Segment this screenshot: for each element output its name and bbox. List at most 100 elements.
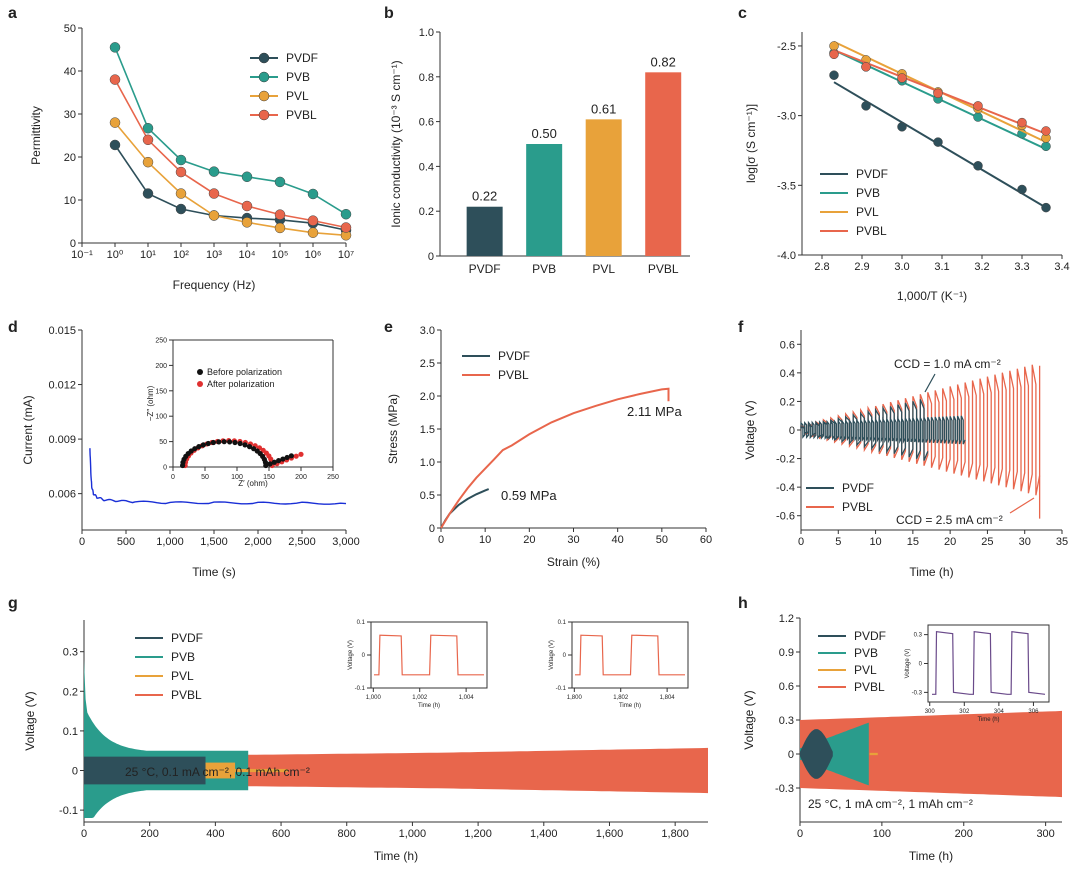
panel-e-ytick-label: 2.5 — [420, 358, 435, 370]
panel-b-category-label: PVDF — [469, 262, 501, 276]
panel-g-xtick-label: 1,000 — [399, 828, 427, 840]
panel-g-ytick-label: -0.1 — [59, 805, 78, 817]
panel-a-point-pvdf — [142, 188, 154, 199]
inset-g-xlabel: Time (h) — [619, 703, 641, 709]
inset-d-before-point — [232, 439, 238, 446]
panel-a-point-pvb — [340, 208, 352, 220]
inset-g-xtick-label: 1,002 — [412, 695, 428, 701]
panel-d-ylabel: Current (mA) — [21, 395, 35, 464]
panel-a-legend-label: PVDF — [286, 51, 318, 65]
inset-d-before-point — [205, 440, 211, 447]
panel-d-inset: 0 50 100 150 200 250 0 50 100 150 200 250 Z′ (ohm) −Z… — [146, 337, 339, 488]
panel-e-xtick-label: 60 — [700, 534, 712, 546]
panel-g-ytick-label: 0.3 — [63, 647, 78, 659]
inset-d-before-point — [288, 453, 294, 459]
panel-a-xlabel: Frequency (Hz) — [173, 278, 256, 292]
panel-c-point-pvbl — [1041, 126, 1051, 136]
inset-d-xtick-label: 150 — [263, 474, 275, 481]
panel-e-xtick-label: 20 — [523, 534, 535, 546]
panel-d-ytick-label: 0.006 — [48, 489, 76, 501]
inset-d-ylabel: −Z″ (ohm) — [146, 385, 155, 421]
panel-a-legend-marker — [258, 52, 270, 64]
panel-f-xtick-label: 10 — [869, 536, 881, 548]
panel-d-ytick-label: 0.012 — [48, 380, 76, 392]
panel-label-e: e — [384, 319, 393, 336]
inset-h-xlabel: Time (h) — [977, 717, 999, 723]
panel-f-ytick-label: 0.6 — [780, 339, 795, 351]
panel-a-ytick-label: 50 — [64, 23, 76, 35]
panel-b-value-label: 0.22 — [472, 189, 497, 204]
panel-f-xtick-label: 35 — [1056, 536, 1068, 548]
panel-f-annotation: CCD = 2.5 mA cm⁻² — [896, 513, 1003, 527]
panel-b-category-label: PVL — [592, 262, 615, 276]
panel-a-point-pvb — [109, 42, 121, 53]
panel-a-point-pvbl — [241, 200, 253, 212]
panel-c-legend-label: PVB — [856, 186, 880, 200]
panel-b-ytick-label: 0.6 — [419, 117, 434, 129]
panel-g-legend-label: PVB — [171, 650, 195, 664]
panel-g-band-pvdf — [84, 756, 206, 785]
inset-d-before-point — [276, 458, 282, 464]
inset-d-before-point — [246, 444, 253, 450]
inset-d-before-point — [227, 439, 233, 445]
panel-g-ytick-label: 0.2 — [63, 686, 78, 698]
inset-h-frame — [927, 624, 1050, 703]
inset-g-xtick-label: 1,000 — [366, 695, 382, 701]
panel-e-ylabel: Stress (MPa) — [386, 394, 400, 464]
panel-h-xlabel: Time (h) — [909, 849, 953, 863]
panel-f-xtick-label: 5 — [835, 536, 841, 548]
panel-f-ytick-label: -0.6 — [776, 511, 795, 523]
panel-a-point-pvl — [307, 227, 319, 238]
panel-a-line-pvdf — [114, 144, 347, 231]
panel-e-ytick-label: 1.5 — [420, 424, 435, 436]
panel-e-ytick-label: 1.0 — [420, 457, 435, 469]
inset-g-ytick-label: 0.1 — [558, 620, 567, 626]
inset-d-xtick-label: 250 — [327, 474, 339, 481]
inset-g-line — [374, 634, 484, 676]
inset-g-xtick-label: 1,804 — [660, 695, 676, 701]
panel-g-ytick-label: 0.1 — [63, 726, 78, 738]
panel-a-line-pvbl — [114, 79, 347, 229]
inset-g-ylabel: Voltage (V) — [348, 640, 354, 670]
inset-g-xlabel: Time (h) — [418, 703, 440, 709]
panel-f-ytick-label: -0.4 — [776, 482, 795, 494]
panel-b-value-label: 0.82 — [651, 54, 676, 69]
panel-a-xtick-label: 10⁴ — [239, 249, 256, 261]
inset-g-ytick-label: 0.1 — [357, 620, 366, 626]
inset-g-xtick-label: 1,800 — [567, 695, 583, 701]
panel-d-xtick-label: 2,000 — [244, 536, 272, 548]
panel-e-xtick-label: 50 — [656, 534, 668, 546]
inset-d-ytick-label: 0 — [163, 464, 167, 471]
panel-g-xtick-label: 1,400 — [530, 828, 558, 840]
panel-f-legend-label: PVBL — [842, 500, 873, 514]
panel-c-point-pvl — [829, 41, 839, 51]
panel-a-ytick-label: 20 — [64, 152, 76, 164]
inset-g-ytick-label: 0 — [362, 653, 366, 659]
panel-b-value-label: 0.61 — [591, 101, 616, 116]
panel-g-inset: -0.1 0 0.1 1,000 1,002 1,004 Time (h) Voltage (… — [348, 620, 488, 709]
inset-h-xtick-label: 300 — [925, 709, 936, 715]
inset-d-after-point — [293, 453, 299, 459]
panel-b-bar-pvbl — [645, 72, 682, 256]
inset-d-ytick-label: 250 — [155, 337, 167, 344]
panel-a-xtick-label: 10⁶ — [305, 249, 322, 261]
panel-b-ytick-label: 1.0 — [419, 27, 434, 39]
panel-a-point-pvbl — [274, 209, 286, 220]
panel-f-annotation: CCD = 1.0 mA cm⁻² — [894, 357, 1001, 371]
panel-a-point-pvb — [307, 188, 319, 200]
inset-g-ytick-label: -0.1 — [355, 686, 366, 692]
panel-label-g: g — [8, 595, 18, 612]
inset-d-before-point — [242, 442, 248, 448]
panel-c-point-pvdf — [933, 137, 943, 147]
inset-d-ytick-label: 200 — [155, 363, 167, 370]
panel-d-xtick-label: 3,000 — [332, 536, 360, 548]
panel-e-legend-label: PVBL — [498, 368, 529, 382]
inset-g-ytick-label: -0.1 — [556, 686, 567, 692]
panel-c-ytick-label: -4.0 — [777, 250, 796, 262]
inset-h-ytick-label: 0 — [919, 662, 923, 668]
panel-e-xtick-label: 0 — [438, 534, 444, 546]
panel-b-bar-pvdf — [466, 206, 503, 256]
panel-h-xtick-label: 100 — [873, 828, 891, 840]
inset-d-before-point — [284, 454, 290, 461]
panel-f-xtick-label: 20 — [944, 536, 956, 548]
